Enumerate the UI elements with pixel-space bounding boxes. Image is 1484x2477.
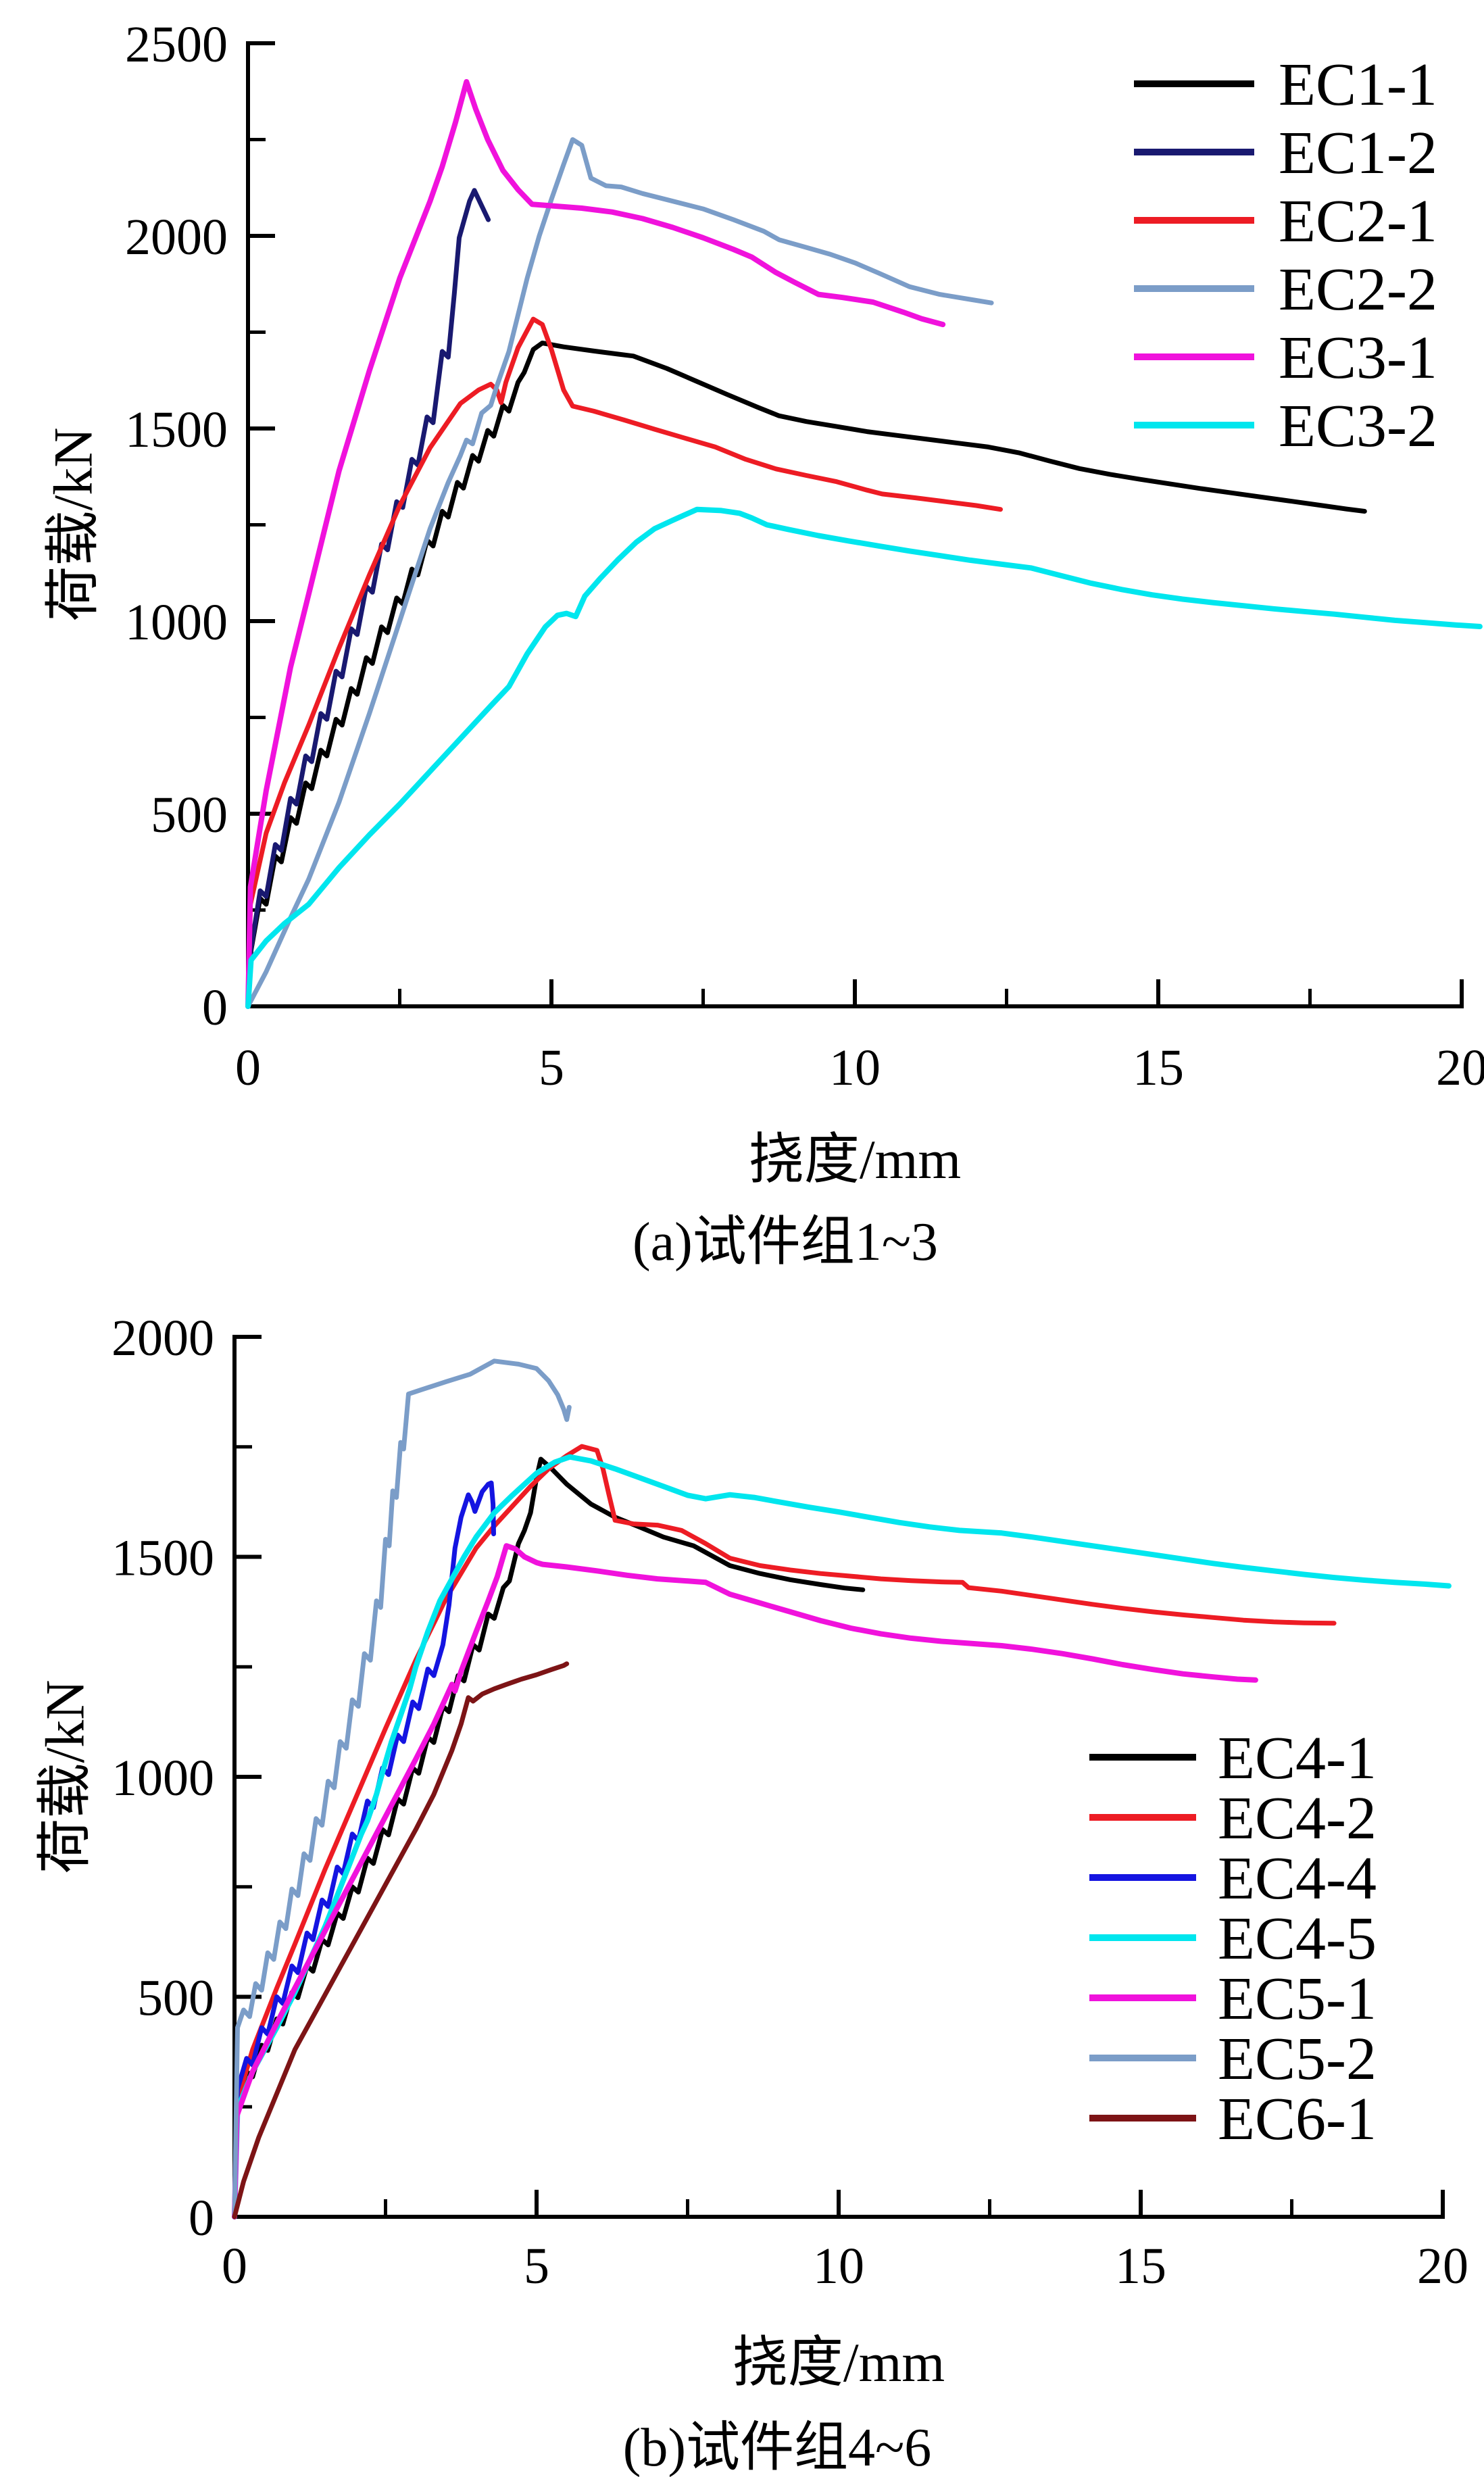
- chart-a-x-axis-title: 挠度/mm: [748, 1129, 962, 1190]
- x-tick-label: 0: [222, 2238, 247, 2295]
- legend-item-EC3-1: EC3-1: [1134, 324, 1437, 391]
- legend-item-EC4-5: EC4-5: [1089, 1905, 1377, 1972]
- series-EC2-1: [245, 316, 1003, 1009]
- chart-a-caption: (a)试件组1~3: [632, 1212, 939, 1272]
- series-EC4-1: [232, 1456, 866, 2220]
- chart-b-caption: (b)试件组4~6: [622, 2418, 932, 2477]
- legend-label-EC2-1: EC2-1: [1279, 188, 1437, 255]
- legend-label-EC5-1: EC5-1: [1218, 1965, 1377, 2032]
- x-tick-label: 15: [1133, 1039, 1184, 1096]
- legend-item-EC4-2: EC4-2: [1089, 1785, 1377, 1852]
- series-EC2-2: [245, 137, 994, 1009]
- legend-item-EC5-1: EC5-1: [1089, 1965, 1377, 2032]
- x-tick-label: 5: [539, 1039, 564, 1096]
- legend-item-EC5-2: EC5-2: [1089, 2026, 1377, 2092]
- legend-label-EC4-5: EC4-5: [1218, 1905, 1377, 1972]
- legend-label-EC1-2: EC1-2: [1279, 120, 1437, 187]
- legend-item-EC1-1: EC1-1: [1134, 51, 1437, 118]
- series-EC5-2: [232, 1358, 572, 2220]
- x-tick-label: 0: [235, 1039, 261, 1096]
- y-tick-label: 1000: [125, 594, 228, 651]
- series-EC3-1: [245, 79, 946, 1009]
- series-EC4-5: [232, 1454, 1452, 2220]
- x-tick-label: 20: [1436, 1039, 1484, 1096]
- x-tick-label: 15: [1115, 2238, 1166, 2295]
- series-EC4-2: [232, 1444, 1337, 2220]
- series-EC1-2: [245, 188, 491, 1009]
- x-tick-label: 20: [1417, 2238, 1468, 2295]
- legend-item-EC2-1: EC2-1: [1134, 188, 1437, 255]
- legend-label-EC4-2: EC4-2: [1218, 1785, 1377, 1852]
- y-tick-label: 500: [137, 1970, 214, 2027]
- series-EC6-1: [232, 1661, 570, 2220]
- legend-label-EC4-1: EC4-1: [1218, 1725, 1377, 1792]
- series-EC1-1: [245, 341, 1367, 1009]
- x-tick-label: 10: [813, 2238, 864, 2295]
- legend-item-EC1-2: EC1-2: [1134, 120, 1437, 187]
- y-tick-label: 0: [189, 2190, 214, 2247]
- legend-label-EC1-1: EC1-1: [1279, 51, 1437, 118]
- legend-item-EC4-4: EC4-4: [1089, 1845, 1377, 1912]
- series-EC3-2: [245, 506, 1483, 1009]
- series-EC5-1: [232, 1543, 1258, 2220]
- legend-label-EC3-1: EC3-1: [1279, 324, 1437, 391]
- legend-label-EC4-4: EC4-4: [1218, 1845, 1377, 1912]
- legend-item-EC3-2: EC3-2: [1134, 393, 1437, 460]
- chart-b-y-axis-title: 荷载/kN: [34, 1679, 96, 1874]
- legend-label-EC2-2: EC2-2: [1279, 256, 1437, 323]
- legend-item-EC2-2: EC2-2: [1134, 256, 1437, 323]
- y-tick-label: 2500: [125, 16, 228, 73]
- chart-a-y-axis-title: 荷载/kN: [42, 427, 104, 622]
- legend-label-EC3-2: EC3-2: [1279, 393, 1437, 460]
- legend-label-EC6-1: EC6-1: [1218, 2086, 1377, 2153]
- y-tick-label: 1000: [112, 1750, 214, 1807]
- y-tick-label: 1500: [125, 401, 228, 458]
- x-tick-label: 5: [524, 2238, 549, 2295]
- y-tick-label: 2000: [112, 1310, 214, 1367]
- x-tick-label: 10: [829, 1039, 881, 1096]
- legend-item-EC6-1: EC6-1: [1089, 2086, 1377, 2153]
- legend-item-EC4-1: EC4-1: [1089, 1725, 1377, 1792]
- y-tick-label: 1500: [112, 1530, 214, 1587]
- chart-b-x-axis-title: 挠度/mm: [732, 2332, 945, 2393]
- y-tick-label: 0: [202, 979, 228, 1036]
- legend-label-EC5-2: EC5-2: [1218, 2026, 1377, 2092]
- y-tick-label: 2000: [125, 209, 228, 266]
- y-tick-label: 500: [151, 787, 228, 843]
